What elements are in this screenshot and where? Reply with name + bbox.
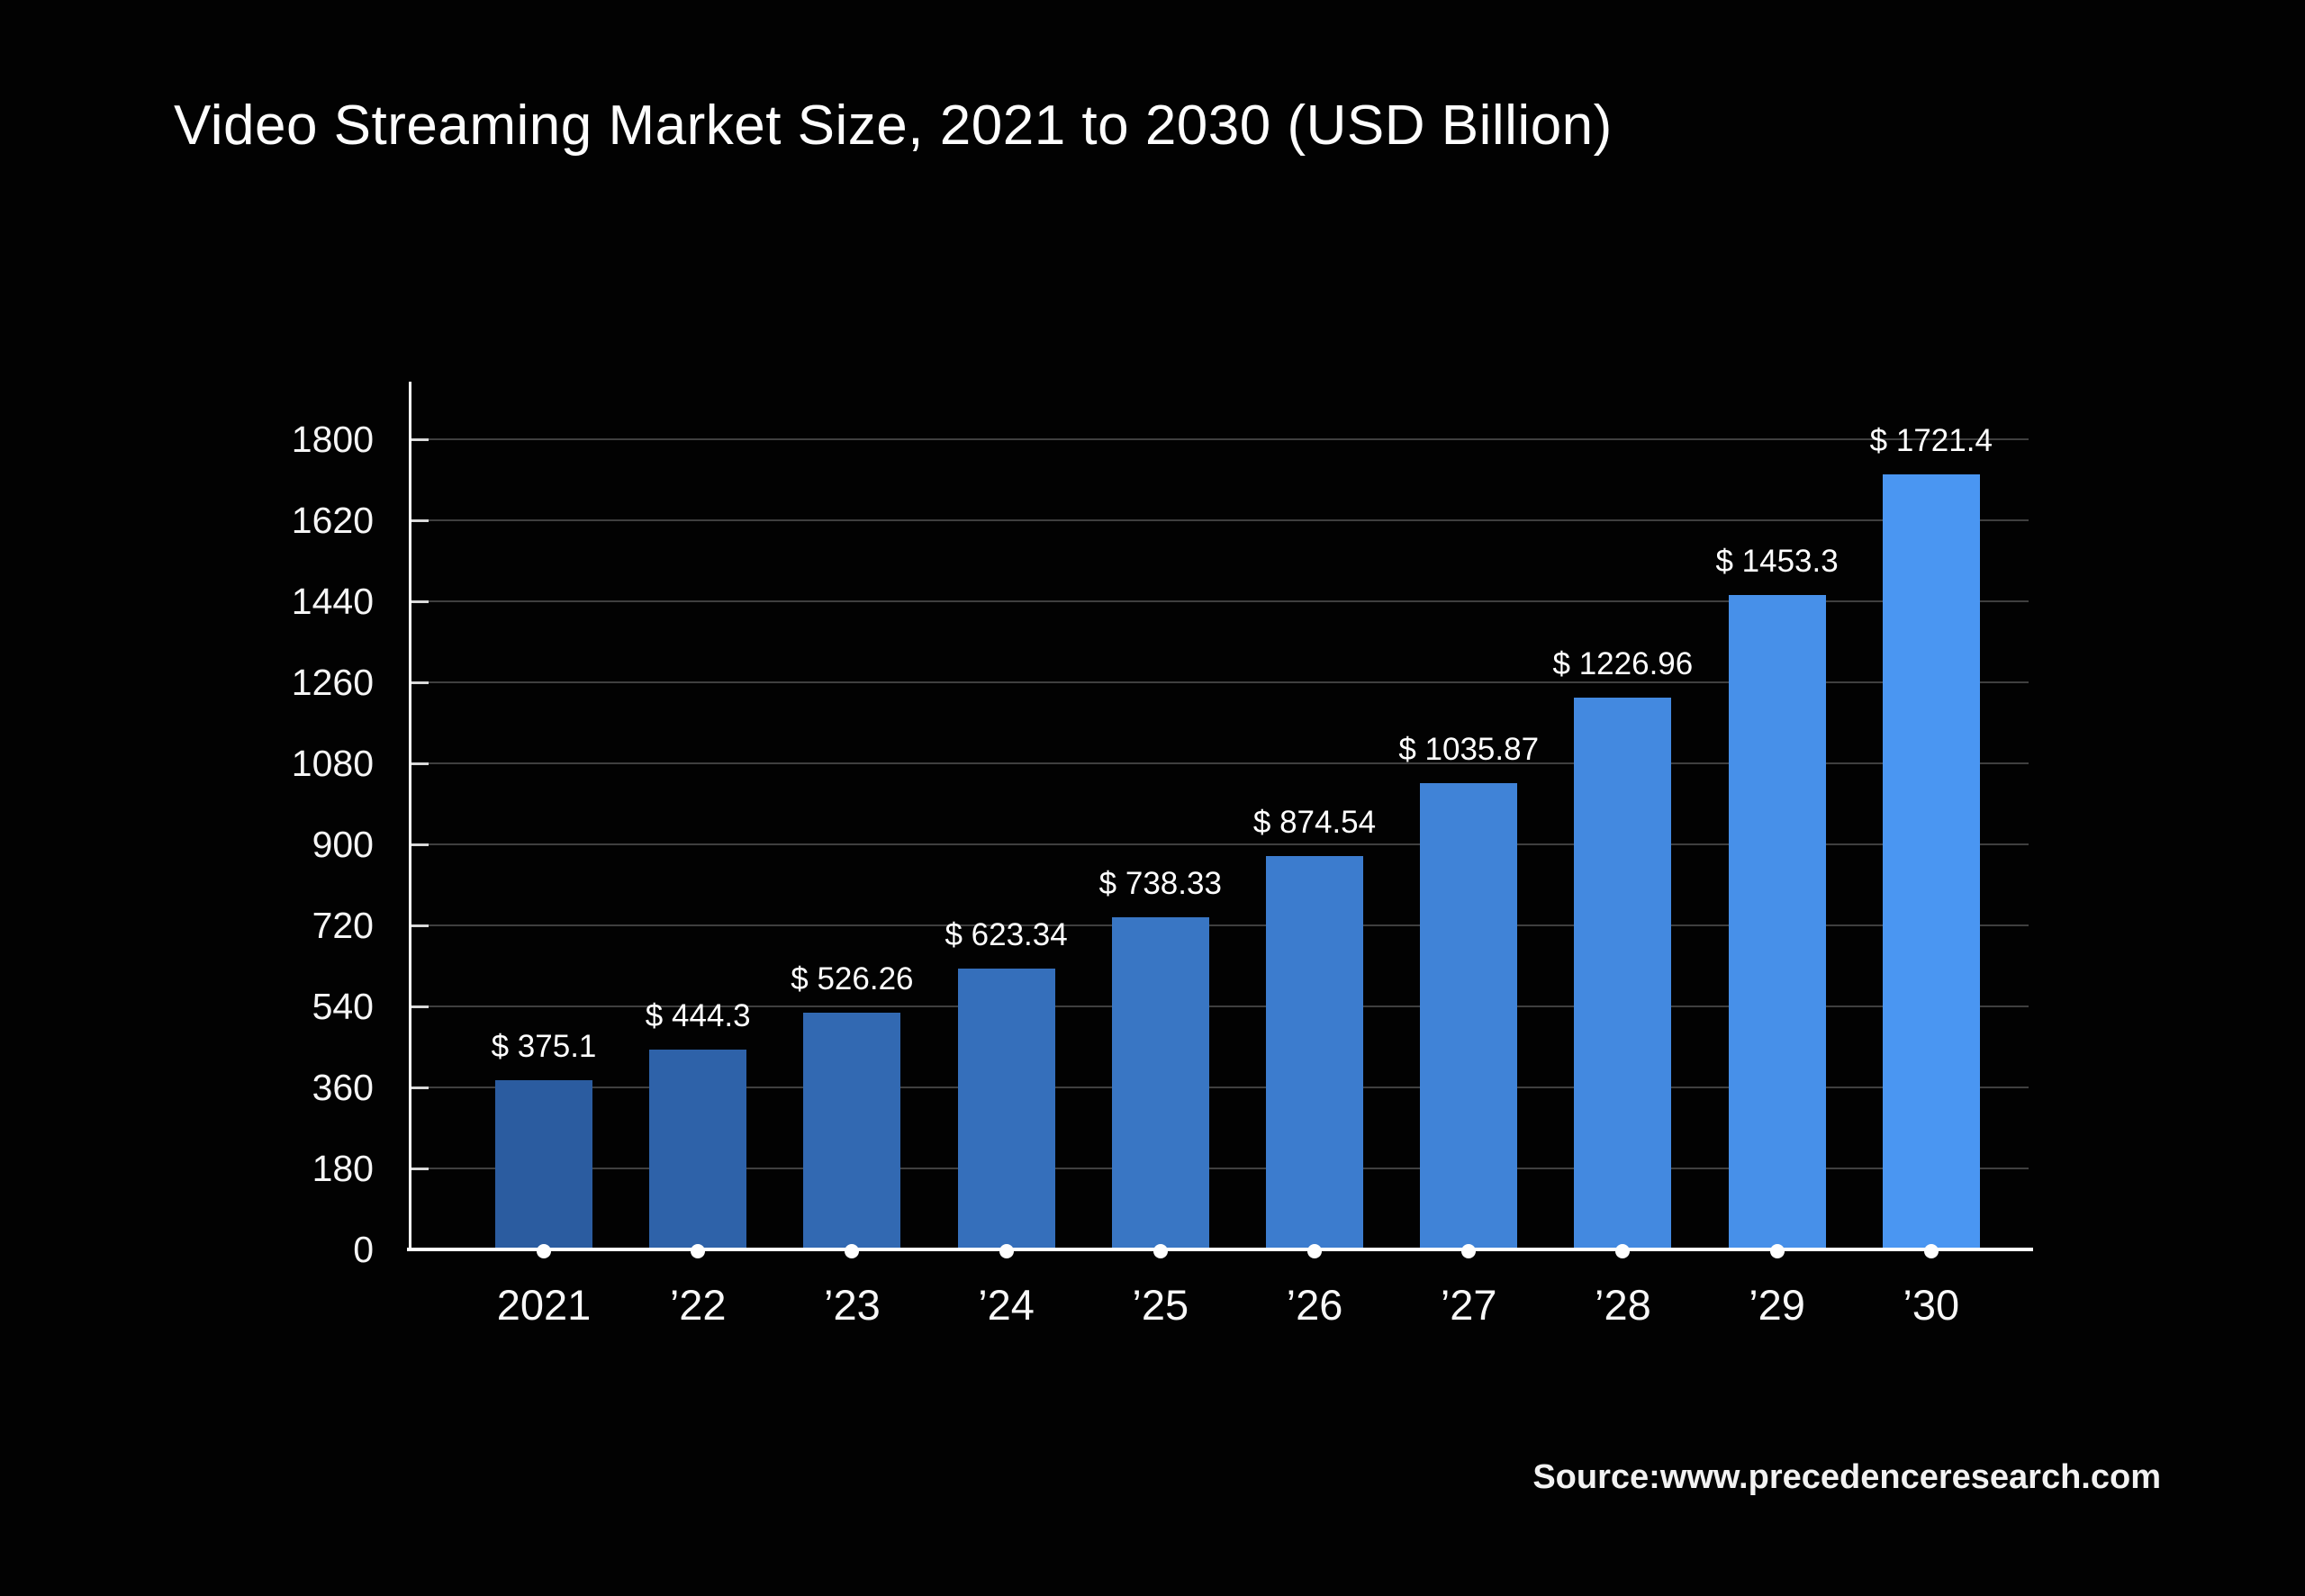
baseline-dot — [1461, 1244, 1477, 1258]
baseline-dot — [999, 1244, 1014, 1258]
bar — [1728, 595, 1826, 1249]
x-tick-label: ’23 — [824, 1281, 881, 1329]
x-tick-label: ’22 — [669, 1281, 727, 1329]
bar-value-label: $ 874.54 — [1252, 804, 1377, 840]
baseline-dot — [1769, 1244, 1785, 1258]
y-tick-mark — [411, 1005, 429, 1008]
chart-title: Video Streaming Market Size, 2021 to 203… — [174, 95, 1613, 157]
x-tick-label: 2021 — [496, 1281, 592, 1329]
y-tick-mark — [411, 924, 429, 927]
baseline-dot — [1923, 1244, 1939, 1258]
bar — [803, 1012, 901, 1249]
gridline — [410, 1087, 2029, 1088]
bar — [1574, 697, 1672, 1249]
bar — [1111, 916, 1209, 1249]
y-tick-label: 0 — [353, 1229, 374, 1270]
y-tick-mark — [411, 681, 429, 684]
baseline-dot — [537, 1244, 551, 1258]
y-tick-label: 540 — [312, 986, 374, 1027]
baseline-dot — [1307, 1244, 1322, 1258]
gridline — [410, 438, 2029, 440]
x-tick-label: ’28 — [1595, 1281, 1651, 1329]
baseline-dot — [845, 1244, 860, 1258]
y-tick-label: 180 — [312, 1148, 374, 1189]
bar — [1882, 474, 1980, 1249]
y-tick-mark — [411, 519, 429, 522]
y-tick-mark — [411, 843, 429, 846]
baseline-dot — [1152, 1244, 1168, 1258]
baseline-dot — [1615, 1244, 1631, 1258]
gridline — [410, 600, 2029, 602]
gridline — [410, 681, 2029, 683]
x-tick-label: ’24 — [978, 1281, 1035, 1329]
gridline — [410, 762, 2029, 764]
bar-value-label: $ 375.1 — [491, 1029, 597, 1065]
gridline — [410, 843, 2029, 845]
x-tick-label: ’25 — [1132, 1281, 1189, 1329]
y-tick-label: 1080 — [291, 743, 374, 784]
bar-value-label: $ 526.26 — [791, 960, 914, 996]
gridline — [410, 1168, 2029, 1169]
y-tick-mark — [411, 1087, 429, 1089]
y-tick-label: 720 — [312, 905, 374, 946]
bar-value-label: $ 738.33 — [1098, 865, 1222, 901]
bar-value-label: $ 1035.87 — [1398, 732, 1540, 768]
bar — [1266, 855, 1363, 1249]
y-tick-label: 360 — [312, 1067, 374, 1108]
y-tick-label: 1800 — [291, 419, 374, 460]
bar-value-label: $ 623.34 — [945, 917, 1068, 953]
baseline-dot — [691, 1244, 706, 1258]
bar-value-label: $ 1721.4 — [1869, 423, 1993, 459]
x-tick-label: ’30 — [1903, 1281, 1960, 1329]
y-tick-label: 1440 — [291, 581, 374, 622]
y-tick-mark — [411, 762, 429, 765]
bar — [957, 969, 1055, 1249]
gridline — [410, 1005, 2029, 1007]
x-tick-label: ’29 — [1749, 1281, 1805, 1329]
y-tick-label: 1620 — [291, 500, 374, 541]
x-axis-line — [407, 1248, 2033, 1251]
x-tick-label: ’26 — [1286, 1281, 1343, 1329]
bar — [1420, 783, 1518, 1249]
x-tick-label: ’27 — [1440, 1281, 1497, 1329]
gridline — [410, 924, 2029, 926]
y-tick-label: 900 — [312, 824, 374, 865]
gridline — [410, 519, 2029, 521]
source-attribution: Source:www.precedenceresearch.com — [1532, 1458, 2161, 1496]
y-tick-label: 1260 — [291, 662, 374, 703]
y-axis-line — [409, 382, 411, 1251]
y-tick-mark — [411, 438, 429, 441]
bar — [649, 1049, 747, 1249]
bar-value-label: $ 1453.3 — [1715, 544, 1839, 580]
bar-value-label: $ 444.3 — [645, 997, 751, 1033]
bar-value-label: $ 1226.96 — [1552, 645, 1694, 681]
y-tick-mark — [411, 1168, 429, 1170]
bar — [495, 1080, 592, 1249]
y-tick-mark — [411, 600, 429, 603]
